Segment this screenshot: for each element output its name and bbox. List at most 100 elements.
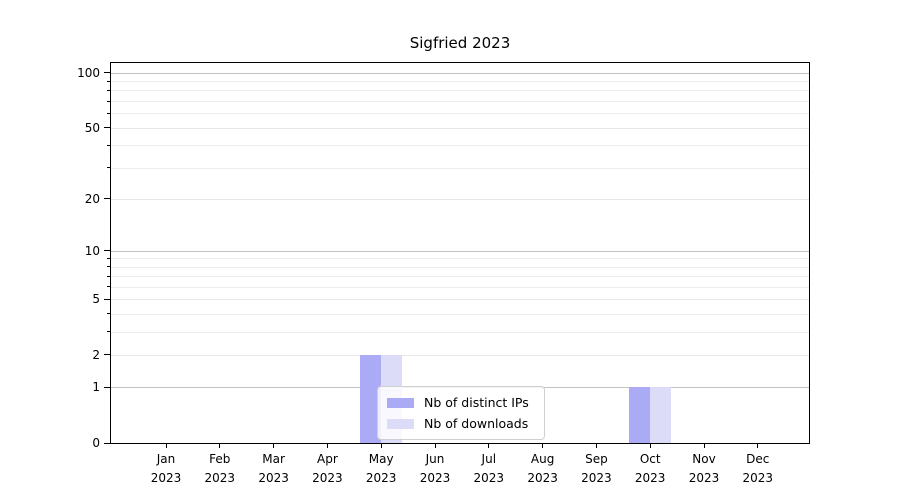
y-axis-label-0: 0 xyxy=(92,436,100,450)
y-axis-minor-tick-80 xyxy=(106,89,110,91)
x-axis-label-sep: Sep 2023 xyxy=(568,450,624,488)
x-axis-label-year: 2023 xyxy=(419,471,451,485)
bar-distinct-ips-oct xyxy=(629,387,651,443)
legend-swatch-distinct-ips xyxy=(387,397,414,408)
x-axis-tick-mar xyxy=(273,444,275,448)
y-axis-label-2: 2 xyxy=(92,347,100,362)
x-axis-label-may: May 2023 xyxy=(353,450,409,488)
y-axis-minor-tick-60 xyxy=(106,112,110,114)
minor-gridline-7 xyxy=(111,276,809,278)
x-axis-label-oct: Oct 2023 xyxy=(622,450,678,488)
x-axis-tick-aug xyxy=(542,444,544,448)
y-axis-minor-tick-4 xyxy=(106,313,110,315)
plot-area: Nb of distinct IPs Nb of downloads xyxy=(110,62,810,444)
x-axis-tick-dec xyxy=(757,444,759,448)
legend: Nb of distinct IPs Nb of downloads xyxy=(377,386,545,440)
minor-gridline-3 xyxy=(111,331,809,333)
x-axis-label-year: 2023 xyxy=(634,471,666,485)
minor-gridline-30 xyxy=(111,167,809,169)
y-axis-tick-50 xyxy=(104,127,110,128)
x-axis-label-month: May xyxy=(368,452,394,466)
minor-gridline-60 xyxy=(111,113,809,115)
x-axis-label-year: 2023 xyxy=(258,471,289,485)
y-axis-tick-5 xyxy=(104,298,110,300)
x-axis-label-month: Apr xyxy=(317,452,338,466)
x-axis-label-year: 2023 xyxy=(581,471,612,485)
minor-gridline-6 xyxy=(111,286,809,288)
y-axis-minor-tick-6 xyxy=(106,286,110,288)
y-axis-minor-tick-30 xyxy=(106,167,110,168)
x-axis-label-month: Mar xyxy=(262,452,285,466)
x-axis-label-year: 2023 xyxy=(150,471,182,485)
bar-downloads-oct xyxy=(650,387,672,443)
minor-gridline-80 xyxy=(111,90,809,92)
y-axis-tick-100 xyxy=(104,72,110,74)
x-axis-label-month: Oct xyxy=(639,452,661,466)
y-axis-tick-0 xyxy=(104,442,110,444)
minor-gridline-8 xyxy=(111,266,809,268)
y-axis-label-1: 1 xyxy=(92,380,100,395)
major-gridline-10 xyxy=(111,250,809,252)
x-axis-tick-sep xyxy=(595,444,597,448)
legend-label-downloads: Nb of downloads xyxy=(424,416,529,431)
x-axis-tick-jan xyxy=(165,444,167,448)
minor-gridline-70 xyxy=(111,101,809,102)
y-axis-label-50: 50 xyxy=(84,120,100,135)
y-axis-label-5: 5 xyxy=(92,292,100,307)
x-axis-label-jul: Jul 2023 xyxy=(461,450,517,488)
y-axis-tick-1 xyxy=(104,386,110,388)
x-axis-label-aug: Aug 2023 xyxy=(515,450,571,488)
minor-gridline-9 xyxy=(111,258,809,260)
x-axis-tick-jun xyxy=(434,444,436,448)
x-axis-label-feb: Feb 2023 xyxy=(192,450,248,488)
x-axis-label-month: Feb xyxy=(209,452,231,466)
x-axis-label-year: 2023 xyxy=(527,471,558,485)
y-axis-minor-tick-70 xyxy=(106,100,110,102)
major-gridline-2 xyxy=(111,354,809,356)
y-axis-label-100: 100 xyxy=(77,65,100,80)
x-axis-label-jun: Jun 2023 xyxy=(407,450,463,488)
x-axis-label-jan: Jan 2023 xyxy=(138,450,194,488)
x-axis-label-month: Sep xyxy=(585,452,608,466)
x-axis-label-mar: Mar 2023 xyxy=(246,450,302,488)
legend-item-downloads: Nb of downloads xyxy=(387,416,534,431)
minor-gridline-40 xyxy=(111,145,809,146)
x-axis-tick-oct xyxy=(649,444,651,448)
minor-gridline-90 xyxy=(111,81,809,83)
x-axis-tick-may xyxy=(380,444,382,448)
y-axis-label-10: 10 xyxy=(84,243,100,258)
x-axis-label-month: Jul xyxy=(481,452,497,466)
y-axis-tick-2 xyxy=(104,354,110,356)
y-axis-minor-tick-40 xyxy=(106,144,110,146)
bar-distinct-ips-may xyxy=(360,354,382,443)
x-axis-label-month: Dec xyxy=(746,452,770,466)
y-axis-minor-tick-90 xyxy=(106,80,110,82)
x-axis-label-year: 2023 xyxy=(365,471,397,485)
x-axis-label-year: 2023 xyxy=(204,471,236,485)
y-axis-tick-10 xyxy=(104,250,110,252)
chart-title: Sigfried 2023 xyxy=(409,34,511,52)
x-axis-tick-apr xyxy=(326,444,328,448)
x-axis-label-month: Jan xyxy=(156,452,176,466)
x-axis-label-month: Jun xyxy=(425,452,445,466)
major-gridline-20 xyxy=(111,198,809,200)
y-axis-minor-tick-3 xyxy=(106,331,110,333)
y-axis-label-20: 20 xyxy=(84,191,100,206)
x-axis-label-year: 2023 xyxy=(742,471,774,485)
minor-gridline-4 xyxy=(111,313,809,315)
legend-item-distinct-ips: Nb of distinct IPs xyxy=(387,395,534,410)
y-axis-minor-tick-8 xyxy=(106,266,110,268)
major-gridline-100 xyxy=(111,72,809,74)
y-axis-minor-tick-7 xyxy=(106,275,110,277)
x-axis-label-year: 2023 xyxy=(688,471,720,485)
y-axis-tick-20 xyxy=(104,198,110,200)
legend-swatch-downloads xyxy=(387,418,414,429)
legend-label-distinct-ips: Nb of distinct IPs xyxy=(424,395,529,410)
x-axis-label-month: Nov xyxy=(692,452,716,466)
x-axis-label-month: Aug xyxy=(530,452,555,466)
x-axis-label-dec: Dec 2023 xyxy=(730,450,786,488)
major-gridline-5 xyxy=(111,299,809,301)
x-axis-label-year: 2023 xyxy=(312,471,343,485)
major-gridline-50 xyxy=(111,127,809,129)
x-axis-tick-feb xyxy=(219,444,221,448)
